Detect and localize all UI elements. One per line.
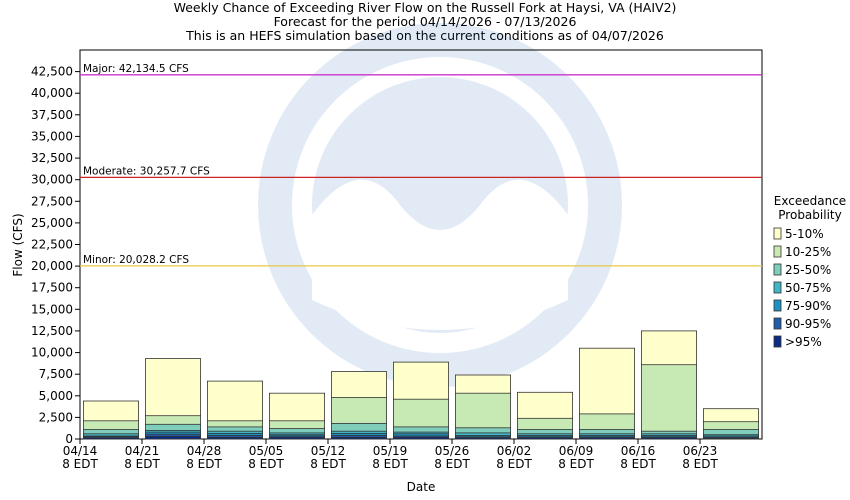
x-tick-label: 8 EDT	[558, 457, 594, 471]
y-tick-label: 7,500	[39, 367, 73, 381]
legend-entry-1: 5-10%	[785, 227, 824, 241]
y-tick-label: 0	[65, 432, 73, 446]
y-tick-label: 30,000	[31, 173, 73, 187]
bar-95-10	[641, 437, 698, 440]
legend-swatch-1	[773, 227, 782, 240]
y-tick-label: 20,000	[31, 259, 73, 273]
y-tick-label: 32,500	[31, 151, 73, 165]
x-tick-label: 04/21	[125, 444, 160, 458]
x-tick-label: 06/16	[621, 444, 656, 458]
y-tick-label: 25,000	[31, 216, 73, 230]
y-tick-label: 12,500	[31, 324, 73, 338]
legend-entry-3: 25-50%	[785, 263, 831, 277]
x-tick-label: 8 EDT	[124, 457, 160, 471]
bar-95-11	[703, 437, 760, 440]
y-tick-label: 35,000	[31, 129, 73, 143]
bar-95-6	[392, 436, 449, 440]
x-tick-label: 8 EDT	[310, 457, 346, 471]
x-tick-label: 04/14	[63, 444, 98, 458]
bar-95-1	[83, 437, 140, 440]
x-tick-label: 8 EDT	[372, 457, 408, 471]
x-tick-label: 05/05	[249, 444, 284, 458]
y-tick-label: 17,500	[31, 281, 73, 295]
legend-swatch-5	[773, 299, 782, 312]
legend-swatch-3	[773, 263, 782, 276]
x-tick-label: 04/28	[187, 444, 222, 458]
y-tick-label: 37,500	[31, 108, 73, 122]
x-tick-label: 06/02	[497, 444, 532, 458]
y-tick-label: 2,500	[39, 410, 73, 424]
x-tick-label: 8 EDT	[682, 457, 718, 471]
y-tick-label: 22,500	[31, 238, 73, 252]
chart-title-line-1: Weekly Chance of Exceeding River Flow on…	[173, 0, 677, 15]
x-tick-label: 8 EDT	[496, 457, 532, 471]
x-tick-label: 8 EDT	[620, 457, 656, 471]
bar-95-4	[268, 436, 325, 440]
legend-entry-2: 10-25%	[785, 245, 831, 259]
legend-entry-7: >95%	[785, 335, 822, 349]
threshold-label-1: Major: 42,134.5 CFS	[83, 63, 189, 75]
y-tick-label: 40,000	[31, 86, 73, 100]
bar-95-3	[206, 436, 263, 440]
x-tick-label: 06/09	[559, 444, 594, 458]
bar-95-9	[579, 437, 636, 440]
legend-entry-4: 50-75%	[785, 281, 831, 295]
x-axis-label: Date	[407, 480, 436, 494]
x-tick-label: 05/12	[311, 444, 346, 458]
chart-title-line-2: Forecast for the period 04/14/2026 - 07/…	[273, 14, 577, 29]
x-tick-label: 8 EDT	[248, 457, 284, 471]
legend-swatch-6	[773, 317, 782, 330]
y-tick-label: 27,500	[31, 194, 73, 208]
bar-95-5	[330, 436, 387, 440]
threshold-label-3: Minor: 20,028.2 CFS	[83, 254, 189, 266]
legend-title: Exceedance	[774, 194, 846, 208]
legend-swatch-4	[773, 281, 782, 294]
bar-1025-10	[641, 364, 698, 440]
y-tick-label: 42,500	[31, 65, 73, 79]
bar-95-8	[517, 437, 574, 440]
threshold-label-2: Moderate: 30,257.7 CFS	[83, 165, 210, 177]
bar-95-2	[144, 435, 201, 440]
x-tick-label: 05/19	[373, 444, 408, 458]
x-tick-label: 8 EDT	[62, 457, 98, 471]
bar-95-7	[454, 437, 511, 440]
y-axis-label: Flow (CFS)	[11, 213, 25, 276]
x-tick-label: 06/23	[683, 444, 718, 458]
legend-swatch-2	[773, 245, 782, 258]
legend-swatch-7	[773, 335, 782, 348]
y-tick-label: 10,000	[31, 346, 73, 360]
noaa-watermark-logo	[258, 23, 622, 387]
y-tick-label: 5,000	[39, 389, 73, 403]
legend-title: Probability	[778, 208, 841, 222]
legend-entry-5: 75-90%	[785, 299, 831, 313]
chart-title-line-3: This is an HEFS simulation based on the …	[186, 28, 664, 43]
y-tick-label: 15,000	[31, 302, 73, 316]
x-tick-label: 8 EDT	[434, 457, 470, 471]
x-tick-label: 05/26	[435, 444, 470, 458]
legend-entry-6: 90-95%	[785, 317, 831, 331]
x-tick-label: 8 EDT	[186, 457, 222, 471]
